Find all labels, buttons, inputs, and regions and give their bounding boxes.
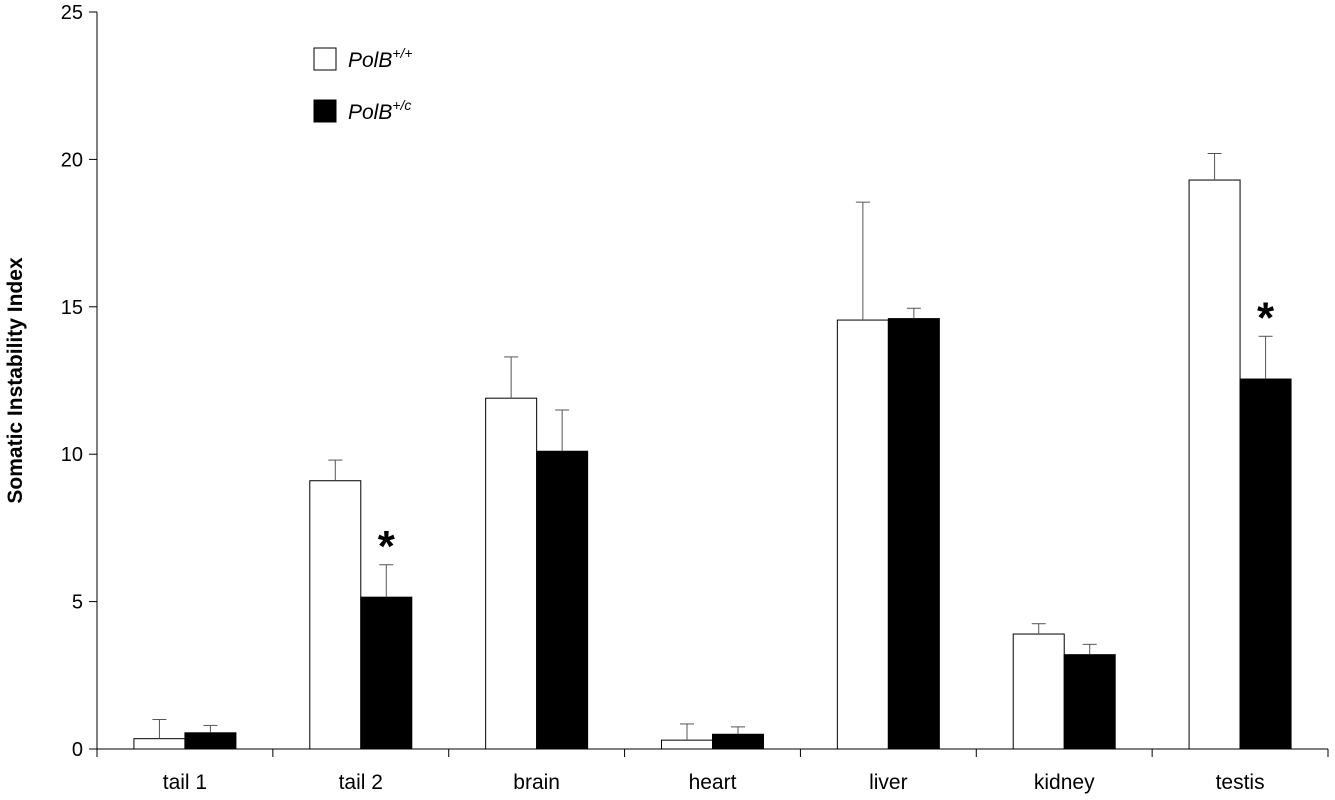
legend-label: PolB+/c [348, 97, 411, 124]
x-axis: tail 1 tail 2 brain heart liver kidney testis [96, 748, 1329, 794]
bar [536, 450, 589, 750]
legend-label: PolB+/+ [348, 45, 413, 72]
bar [184, 732, 237, 750]
x-tick-label: heart [689, 771, 737, 794]
bar [485, 397, 538, 750]
x-tick-label: tail 1 [163, 771, 207, 794]
y-tick-label: 0 [72, 739, 83, 761]
y-tick-label: 25 [61, 2, 83, 24]
bar [1012, 633, 1065, 750]
significance-annotations: ** [378, 293, 1275, 570]
legend-swatch [313, 99, 337, 123]
y-tick-label: 10 [61, 444, 83, 466]
bar [1063, 654, 1116, 750]
x-tick-label: liver [869, 771, 908, 794]
bar [1239, 378, 1292, 750]
y-axis: 0 5 10 15 20 25 Somatic Instability Index [4, 2, 98, 761]
bar [133, 738, 186, 750]
bar [309, 480, 362, 750]
legend-swatch [313, 47, 337, 71]
y-tick-label: 15 [61, 297, 83, 319]
x-tick-label: kidney [1034, 771, 1095, 794]
bar [1188, 179, 1241, 750]
significance-marker: * [378, 522, 396, 571]
legend: PolB+/+ PolB+/c [313, 45, 413, 124]
x-tick-label: tail 2 [339, 771, 383, 794]
y-tick-label: 5 [72, 592, 83, 614]
bar [836, 319, 889, 750]
significance-marker: * [1257, 293, 1275, 342]
bar [360, 596, 413, 750]
y-axis-title: Somatic Instability Index [4, 257, 27, 504]
bars [133, 179, 1292, 750]
y-tick-label: 20 [61, 149, 83, 171]
bar [712, 733, 764, 750]
x-tick-label: testis [1216, 771, 1265, 794]
bar [661, 739, 713, 750]
x-tick-label: brain [513, 771, 560, 794]
bar [887, 318, 940, 750]
error-bars [152, 153, 1273, 741]
